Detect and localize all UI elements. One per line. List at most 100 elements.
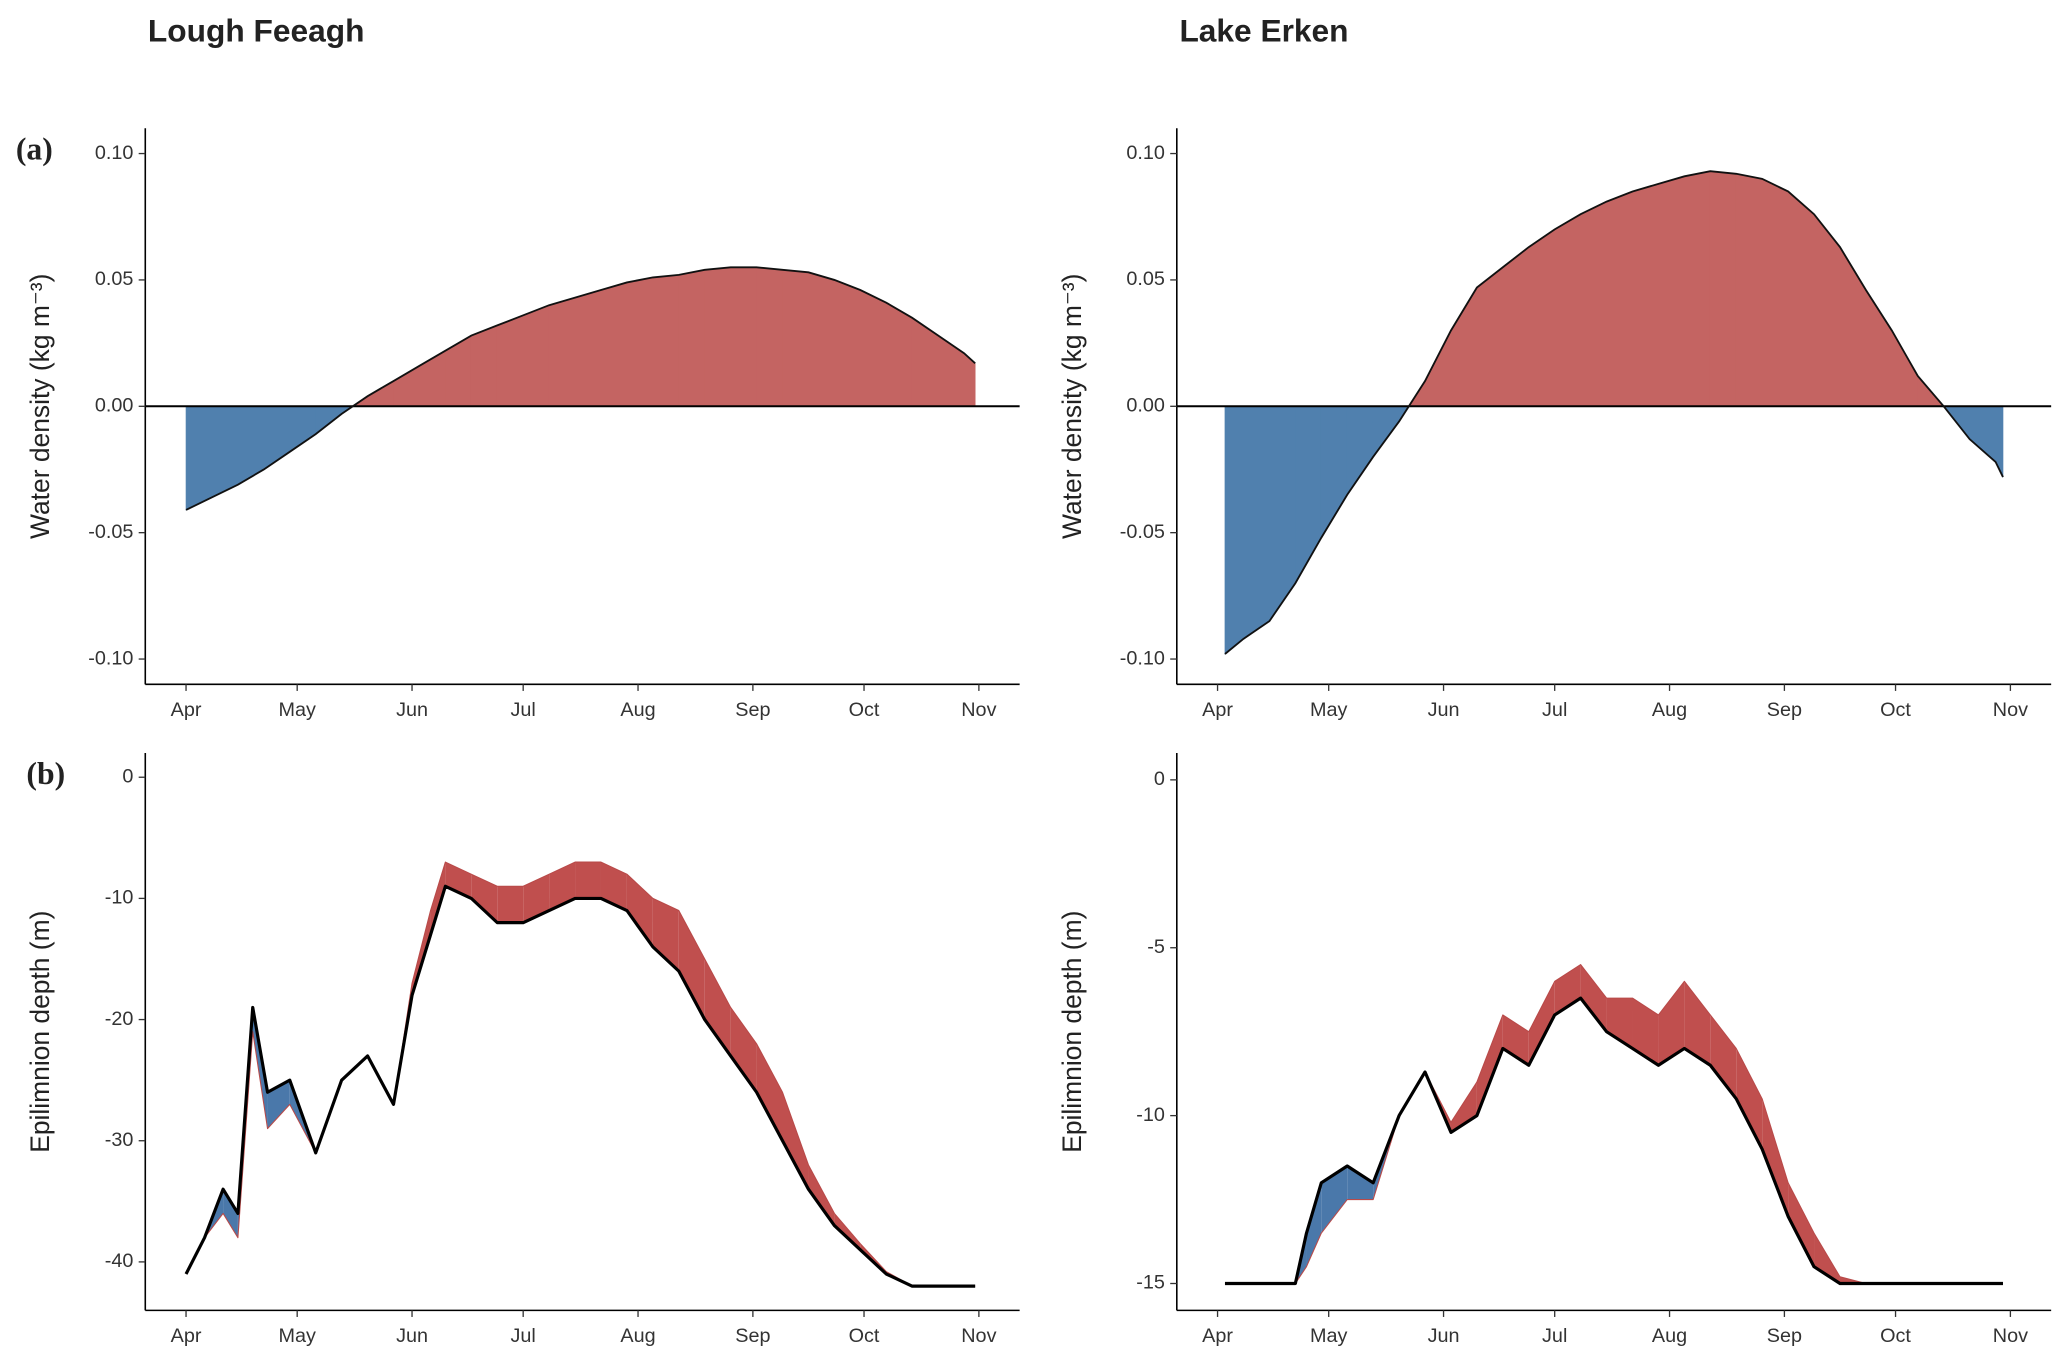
panel: Epilimnion depth (m) 0 -5 -10 -15 Apr May Jun Ju… bbox=[1057, 753, 2052, 1347]
fill-between bbox=[808, 1164, 835, 1226]
y-tick-label: -20 bbox=[105, 1008, 134, 1030]
y-axis-label: Water density (kg m⁻³) bbox=[1057, 274, 1087, 539]
y-tick-label: -40 bbox=[105, 1250, 134, 1272]
fill-between bbox=[1450, 1082, 1477, 1133]
area-segment bbox=[1787, 190, 1815, 407]
y-tick-label: -5 bbox=[1147, 936, 1165, 958]
area-segment bbox=[1502, 246, 1530, 407]
x-tick-label: Jul bbox=[511, 1325, 536, 1347]
area-segment bbox=[1709, 170, 1737, 407]
fill-between bbox=[782, 1092, 809, 1190]
x-tick-label: Jun bbox=[396, 699, 428, 721]
scenario-line bbox=[185, 861, 976, 1287]
area-segment bbox=[185, 405, 213, 511]
area-segment bbox=[1528, 228, 1556, 407]
y-tick-label: -0.05 bbox=[88, 521, 133, 543]
area-segment bbox=[470, 324, 498, 407]
panel: Lough Feeagh (a) Water density (kg m⁻³) 0.1… bbox=[16, 13, 1020, 721]
y-tick-label: -0.05 bbox=[1120, 521, 1165, 543]
y-tick-label: 0.00 bbox=[1126, 395, 1165, 417]
fill-between bbox=[704, 958, 731, 1056]
area-segment bbox=[1735, 173, 1763, 407]
area-segment bbox=[1243, 405, 1270, 640]
fill-between bbox=[626, 874, 653, 947]
fill-between bbox=[1528, 981, 1555, 1066]
x-tick-label: Nov bbox=[961, 699, 996, 721]
area-segment bbox=[600, 282, 628, 407]
area-segment bbox=[1424, 330, 1452, 407]
x-tick-label: Sep bbox=[735, 1325, 770, 1347]
x-tick-label: Oct bbox=[849, 699, 880, 721]
density-line bbox=[185, 266, 976, 511]
x-tick-label: May bbox=[278, 1325, 316, 1347]
area-segment bbox=[911, 317, 939, 407]
area-segment bbox=[808, 271, 835, 407]
y-tick-label: -30 bbox=[105, 1129, 134, 1151]
x-tick-label: Apr bbox=[1202, 1325, 1233, 1347]
fill-between bbox=[1788, 1182, 1815, 1267]
fill-between bbox=[497, 886, 524, 923]
panel-label: (a) bbox=[16, 131, 53, 166]
fill-between bbox=[1476, 1014, 1503, 1116]
x-tick-label: Jul bbox=[1542, 699, 1567, 721]
scenario-line bbox=[1224, 964, 2003, 1285]
x-tick-label: Apr bbox=[171, 699, 202, 721]
area-segment bbox=[1684, 170, 1711, 407]
y-axis-label: Water density (kg m⁻³) bbox=[25, 274, 55, 539]
fill-between bbox=[678, 910, 705, 1020]
fill-between bbox=[1580, 964, 1607, 1032]
area-segment bbox=[1995, 405, 2004, 478]
area-segment bbox=[937, 334, 965, 407]
fill-between bbox=[1710, 1014, 1737, 1099]
area-segment bbox=[211, 405, 239, 498]
fill-between bbox=[652, 898, 679, 972]
panel: (b) Epilimnion depth (m) 0 -10 -20 -30 -40 Apr M… bbox=[25, 753, 1020, 1347]
y-tick-label: -0.10 bbox=[88, 647, 133, 669]
y-tick-label: 0.00 bbox=[95, 395, 134, 417]
area-segment bbox=[730, 266, 757, 407]
area-segment bbox=[626, 276, 654, 407]
fill-between bbox=[730, 1007, 757, 1093]
y-tick-label: 0.05 bbox=[1126, 268, 1165, 290]
x-tick-label: Aug bbox=[1652, 1325, 1687, 1347]
area-segment bbox=[1761, 178, 1789, 407]
area-segment bbox=[289, 405, 317, 453]
area-segment bbox=[1865, 288, 1893, 407]
x-tick-label: Sep bbox=[735, 699, 770, 721]
area-segment bbox=[522, 304, 550, 407]
fill-between bbox=[1502, 1014, 1529, 1066]
x-tick-label: Oct bbox=[1880, 1325, 1911, 1347]
fill-between bbox=[575, 862, 601, 899]
fill-between bbox=[834, 1213, 861, 1250]
fill-between bbox=[756, 1043, 783, 1141]
density-line bbox=[1224, 170, 2004, 655]
fill-between bbox=[223, 1189, 238, 1238]
fill-between bbox=[549, 862, 576, 911]
area-segment bbox=[496, 314, 524, 407]
fill-between bbox=[471, 874, 498, 923]
area-segment bbox=[237, 405, 265, 486]
panel: Lake Erken Water density (kg m⁻³) 0.10 0.05… bbox=[1057, 13, 2052, 721]
y-tick-label: 0.10 bbox=[95, 142, 134, 164]
area-segment bbox=[678, 269, 706, 407]
x-tick-label: Aug bbox=[620, 1325, 655, 1347]
area-segment bbox=[1658, 175, 1685, 407]
x-tick-label: Sep bbox=[1767, 699, 1802, 721]
area-segment bbox=[1295, 405, 1322, 585]
area-segment bbox=[1632, 183, 1659, 407]
y-axis-label: Epilimnion depth (m) bbox=[25, 911, 55, 1153]
x-tick-label: Nov bbox=[1993, 699, 2028, 721]
area-segment bbox=[1450, 286, 1478, 407]
area-segment bbox=[1606, 190, 1633, 407]
area-segment bbox=[574, 289, 602, 407]
area-segment bbox=[1554, 213, 1581, 407]
x-tick-label: May bbox=[278, 699, 316, 721]
y-axis-label: Epilimnion depth (m) bbox=[1057, 911, 1087, 1153]
area-segment bbox=[548, 297, 576, 407]
area-segment bbox=[1580, 201, 1607, 407]
column-title: Lake Erken bbox=[1179, 13, 1348, 49]
y-tick-label: -10 bbox=[105, 887, 134, 909]
area-segment bbox=[1476, 266, 1504, 407]
